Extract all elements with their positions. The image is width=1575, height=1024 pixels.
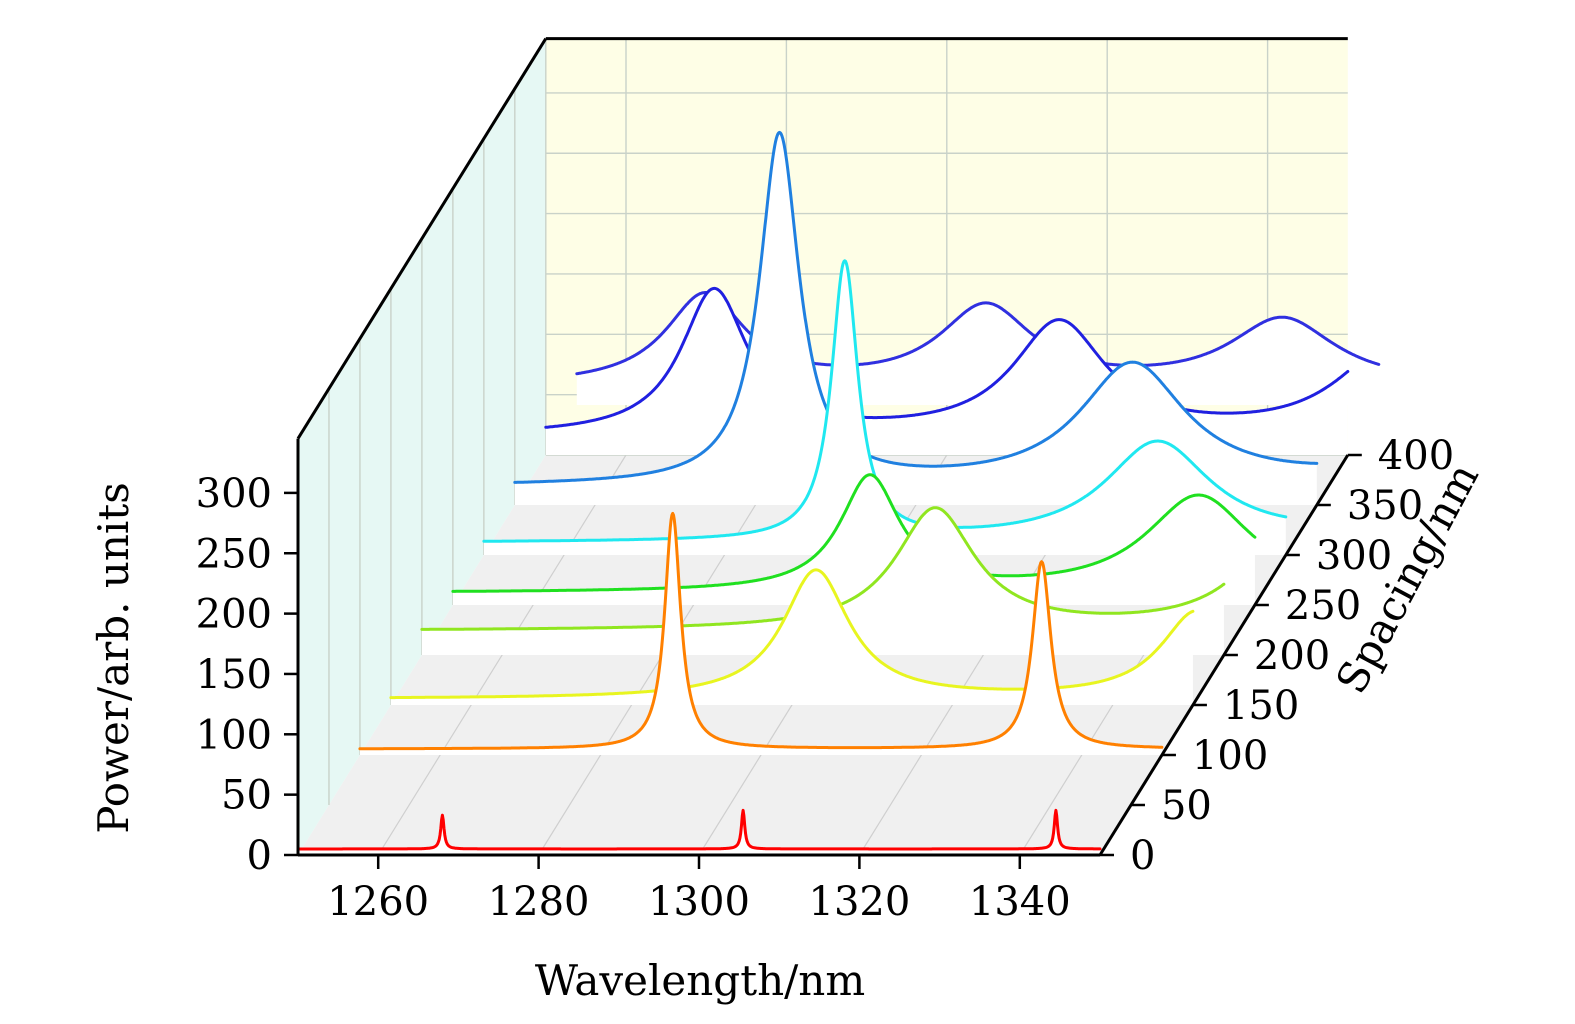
series-line-spacing-250 [451, 473, 1257, 593]
series-line-spacing-0 [296, 808, 1102, 851]
series-mask [390, 569, 1193, 705]
x-tick-label: 1320 [809, 879, 911, 925]
z-tick-label: 100 [1192, 733, 1268, 779]
x-tick-label: 1280 [488, 879, 590, 925]
z-tick-label: 0 [1130, 833, 1155, 879]
series-line-spacing-150 [389, 568, 1195, 700]
y-tick-label: 50 [221, 773, 272, 819]
y-tick-label: 200 [196, 592, 272, 638]
series-mask [298, 810, 1100, 855]
chart-series [296, 130, 1381, 855]
z-tick-label: 200 [1254, 633, 1330, 679]
series-line-spacing-100 [358, 511, 1164, 751]
x-tick-label: 1260 [327, 879, 429, 925]
series-mask [514, 132, 1317, 505]
y-tick-label: 150 [196, 652, 272, 698]
z-tick-label: 350 [1347, 483, 1423, 529]
z-tick-label: 400 [1378, 433, 1454, 479]
y-axis-title: Power/arb. units [89, 482, 138, 834]
chart-labels: Wavelength/nm Power/arb. units Spacing/n… [89, 433, 1488, 1005]
z-tick-label: 300 [1316, 533, 1392, 579]
chart-axes [284, 37, 1362, 869]
y-tick-label: 300 [196, 471, 272, 517]
y-tick-label: 100 [196, 712, 272, 758]
y-tick-label: 250 [196, 531, 272, 577]
top-edge-line [296, 37, 548, 440]
z-tick-label: 150 [1223, 683, 1299, 729]
x-tick-label: 1340 [969, 879, 1071, 925]
series-mask [452, 474, 1255, 605]
y-tick-label: 0 [247, 833, 272, 879]
series-mask [421, 507, 1224, 655]
z-tick-label: 250 [1285, 583, 1361, 629]
x-tick-label: 1300 [648, 879, 750, 925]
x-axis-title: Wavelength/nm [535, 956, 865, 1005]
series-line-spacing-350 [513, 130, 1319, 484]
z-tick-label: 50 [1161, 783, 1212, 829]
series-line-spacing-400 [544, 286, 1350, 429]
